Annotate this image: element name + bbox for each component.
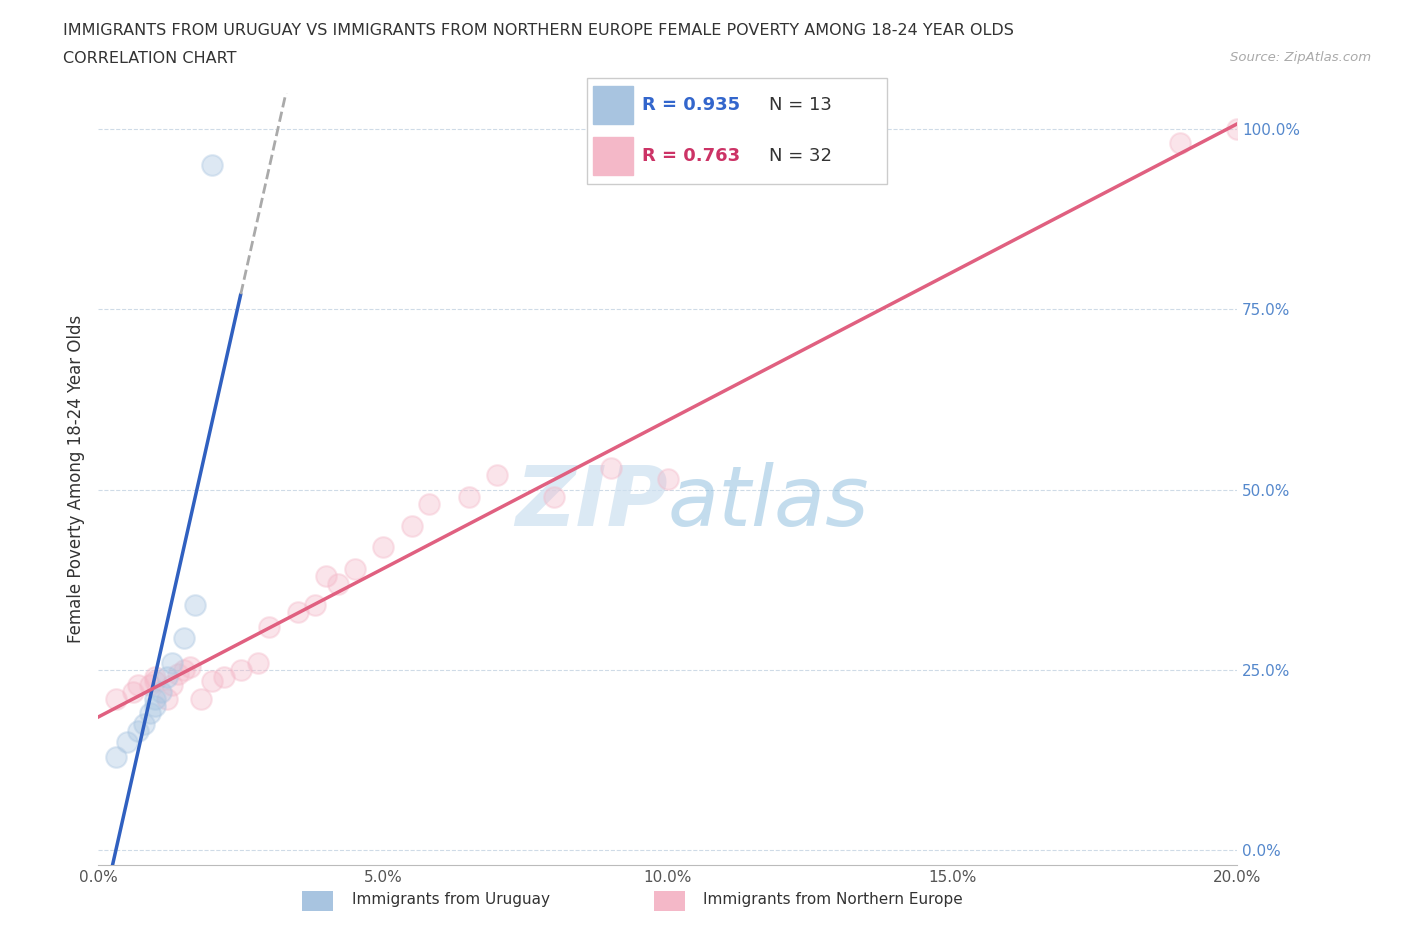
Text: Source: ZipAtlas.com: Source: ZipAtlas.com <box>1230 51 1371 64</box>
Point <box>115 735 138 750</box>
Point <box>156 692 179 707</box>
Point <box>184 598 207 613</box>
Point <box>343 562 366 577</box>
Point <box>326 576 349 591</box>
Point <box>162 677 184 692</box>
Text: atlas: atlas <box>668 461 869 542</box>
Point <box>418 497 440 512</box>
Point <box>457 489 479 504</box>
Point <box>121 684 143 699</box>
Point <box>259 619 281 634</box>
Point <box>138 706 160 721</box>
Point <box>486 468 509 483</box>
Text: CORRELATION CHART: CORRELATION CHART <box>63 51 236 66</box>
Point <box>173 663 195 678</box>
Text: N = 32: N = 32 <box>769 147 832 165</box>
Point <box>138 677 160 692</box>
Point <box>179 659 201 674</box>
Point <box>156 670 179 684</box>
Point <box>657 472 679 486</box>
Text: IMMIGRANTS FROM URUGUAY VS IMMIGRANTS FROM NORTHERN EUROPE FEMALE POVERTY AMONG : IMMIGRANTS FROM URUGUAY VS IMMIGRANTS FR… <box>63 23 1014 38</box>
Point <box>104 692 127 707</box>
Text: Immigrants from Uruguay: Immigrants from Uruguay <box>352 892 550 907</box>
Point <box>150 684 173 699</box>
Point <box>145 670 167 684</box>
Point <box>127 677 149 692</box>
Point <box>145 673 167 688</box>
Point <box>401 518 423 533</box>
Point <box>212 670 235 684</box>
Bar <box>593 137 633 175</box>
Point <box>132 717 155 732</box>
Text: ZIP: ZIP <box>515 461 668 542</box>
Point <box>373 540 395 555</box>
Text: N = 13: N = 13 <box>769 96 832 113</box>
Point <box>600 460 623 475</box>
Y-axis label: Female Poverty Among 18-24 Year Olds: Female Poverty Among 18-24 Year Olds <box>66 315 84 643</box>
Text: R = 0.763: R = 0.763 <box>643 147 741 165</box>
Point <box>304 598 326 613</box>
Point <box>1226 122 1249 137</box>
FancyBboxPatch shape <box>586 78 887 184</box>
Point <box>543 489 565 504</box>
Point <box>287 605 309 620</box>
Point <box>315 569 337 584</box>
Bar <box>593 86 633 124</box>
Point <box>145 698 167 713</box>
Point <box>162 656 184 671</box>
Point <box>173 631 195 645</box>
Point <box>145 692 167 707</box>
Point <box>201 673 224 688</box>
Text: R = 0.935: R = 0.935 <box>643 96 741 113</box>
Text: Immigrants from Northern Europe: Immigrants from Northern Europe <box>703 892 963 907</box>
Point <box>201 158 224 173</box>
Point <box>127 724 149 738</box>
Point <box>246 656 269 671</box>
Point <box>190 692 212 707</box>
Point <box>104 750 127 764</box>
Point <box>229 663 252 678</box>
Point <box>1170 136 1192 151</box>
Point <box>167 666 190 681</box>
